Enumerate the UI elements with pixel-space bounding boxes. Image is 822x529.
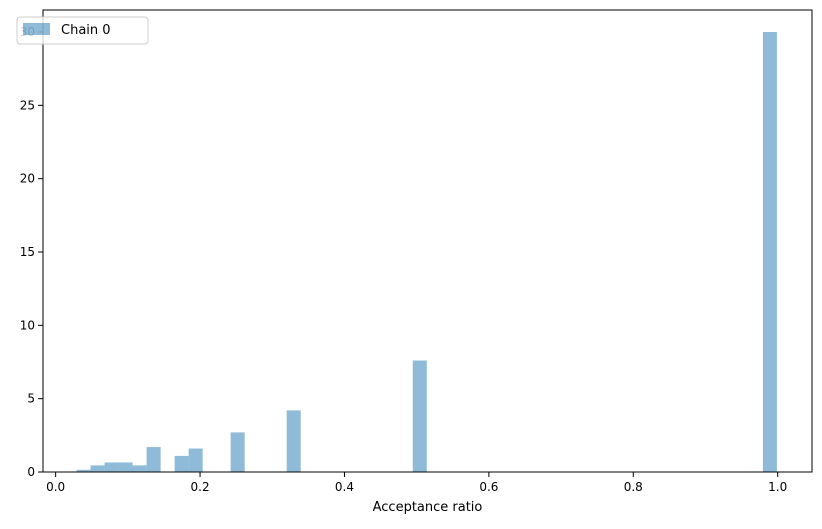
histogram-bar xyxy=(286,410,301,472)
histogram-bar xyxy=(412,360,427,472)
x-tick-label: 0.2 xyxy=(191,480,210,494)
histogram-bar xyxy=(146,447,161,472)
histogram-bar xyxy=(230,432,245,472)
x-tick-label: 1.0 xyxy=(768,480,787,494)
histogram-bar xyxy=(762,32,777,472)
legend: Chain 0 xyxy=(16,16,149,45)
histogram-bar xyxy=(118,462,133,472)
y-tick-label: 10 xyxy=(20,318,35,332)
histogram-bar xyxy=(188,448,203,472)
legend-swatch xyxy=(23,23,50,35)
histogram-bar xyxy=(104,462,119,472)
plot-frame xyxy=(42,9,813,473)
x-tick-label: 0.8 xyxy=(624,480,643,494)
x-tick-label: 0.4 xyxy=(335,480,354,494)
histogram-bar xyxy=(174,455,189,472)
x-tick-label: 0.0 xyxy=(46,480,65,494)
histogram-bar xyxy=(90,465,105,472)
y-tick-label: 15 xyxy=(20,245,35,259)
histogram-bar xyxy=(132,465,147,472)
legend-label-chain-0: Chain 0 xyxy=(61,23,111,38)
axes-layer xyxy=(42,9,813,473)
y-tick-label: 0 xyxy=(27,465,35,479)
x-tick-label: 0.6 xyxy=(479,480,498,494)
histogram-bar xyxy=(76,469,91,472)
y-tick-label: 25 xyxy=(20,98,35,112)
y-tick-label: 5 xyxy=(27,392,35,406)
bars-layer xyxy=(76,32,777,472)
x-axis-label: Acceptance ratio xyxy=(373,500,483,515)
y-ticks: 051015202530 xyxy=(20,25,43,479)
x-ticks: 0.0 0.2 0.4 0.6 0.8 1.0 xyxy=(46,472,787,494)
y-tick-label: 20 xyxy=(20,172,35,186)
